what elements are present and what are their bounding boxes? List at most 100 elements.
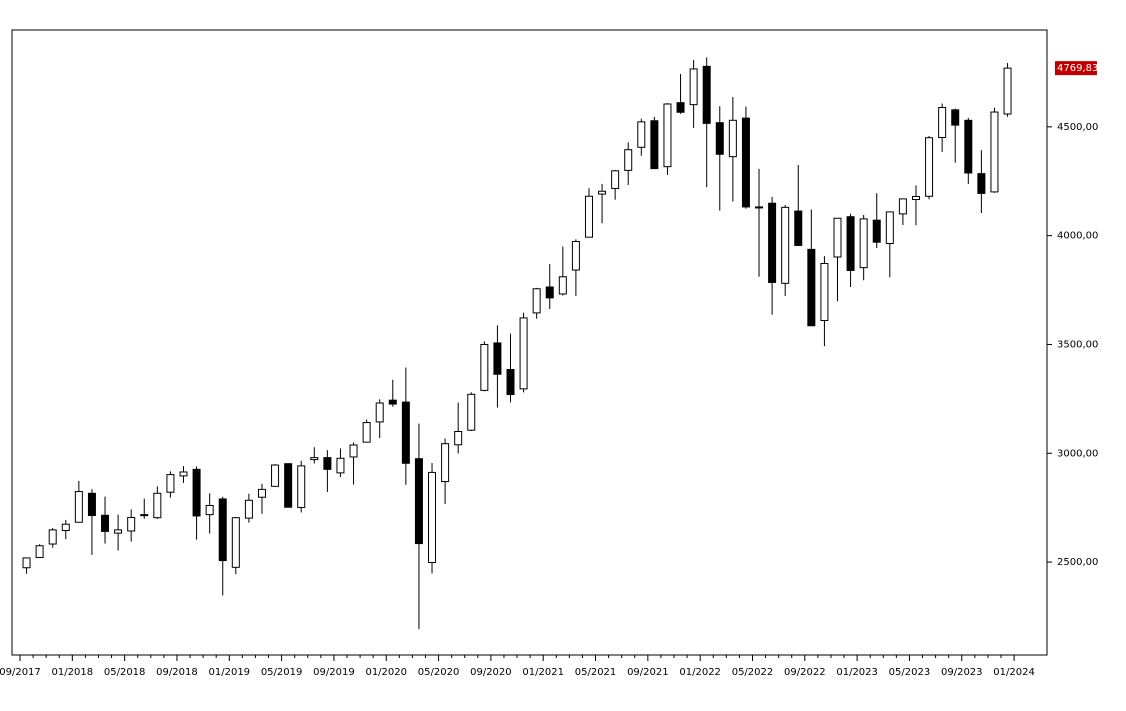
- candle-body: [493, 342, 502, 375]
- candle-body: [205, 504, 214, 516]
- candle-body: [650, 120, 659, 170]
- x-tick-label: 09/2020: [470, 667, 512, 678]
- x-tick-label: 09/2021: [627, 667, 669, 678]
- candle-body: [87, 492, 96, 517]
- candle-body: [598, 190, 607, 195]
- y-tick-label: 3000,00: [1057, 448, 1098, 459]
- candle-body: [22, 557, 31, 569]
- candle-body: [702, 65, 711, 124]
- candle-body: [663, 103, 672, 168]
- candle-body: [140, 514, 149, 517]
- x-tick-label: 01/2020: [365, 667, 407, 678]
- candle-body: [951, 109, 960, 126]
- candle-body: [428, 471, 437, 564]
- candle-body: [859, 218, 868, 269]
- candle-body: [571, 241, 580, 271]
- x-tick-label: 05/2020: [418, 667, 460, 678]
- candle-body: [545, 286, 554, 299]
- candle-body: [454, 431, 463, 446]
- candle-body: [611, 170, 620, 189]
- candle-body: [297, 465, 306, 508]
- candle-body: [153, 492, 162, 519]
- candle-body: [506, 368, 515, 396]
- candle-body: [676, 102, 685, 113]
- x-tick-label: 01/2021: [522, 667, 564, 678]
- candle-body: [794, 210, 803, 246]
- candle-body: [114, 529, 123, 534]
- candle-body: [911, 195, 920, 201]
- candle-body: [310, 457, 319, 461]
- candle-body: [441, 443, 450, 483]
- candle-body: [689, 68, 698, 106]
- candle-body: [715, 122, 724, 155]
- candle-body: [101, 514, 110, 532]
- x-tick-label: 05/2019: [261, 667, 303, 678]
- candle-body: [741, 117, 750, 208]
- candle-body: [192, 468, 201, 517]
- x-tick-label: 01/2024: [993, 667, 1035, 678]
- candle-body: [414, 458, 423, 545]
- candle-body: [127, 516, 136, 532]
- candle-body: [532, 288, 541, 314]
- candle-body: [990, 111, 999, 193]
- x-tick-label: 01/2022: [679, 667, 721, 678]
- x-tick-label: 09/2019: [313, 667, 355, 678]
- x-tick-label: 05/2021: [575, 667, 617, 678]
- candle-body: [323, 457, 332, 470]
- candle-body: [401, 401, 410, 464]
- candle-body: [624, 149, 633, 171]
- x-tick-label: 09/2018: [156, 667, 198, 678]
- candle-body: [244, 499, 253, 519]
- candle-body: [271, 464, 280, 487]
- candle-body: [48, 529, 57, 545]
- candle-body: [467, 393, 476, 431]
- candle-body: [336, 457, 345, 474]
- last-value-box: [1055, 61, 1097, 76]
- plot-frame: [11, 29, 1048, 656]
- candle-body: [362, 422, 371, 443]
- candle-body: [519, 317, 528, 390]
- candle-body: [284, 463, 293, 508]
- candle-body: [166, 474, 175, 493]
- candle-body: [885, 211, 894, 244]
- candle-body: [977, 173, 986, 194]
- y-tick-label: 3500,00: [1057, 339, 1098, 350]
- candle-body: [231, 517, 240, 568]
- candle-body: [1003, 67, 1012, 115]
- candle-body: [833, 217, 842, 258]
- candle-body: [820, 263, 829, 322]
- y-tick-label: 4500,00: [1057, 122, 1098, 133]
- candle-body: [218, 498, 227, 562]
- y-tick-label: 2500,00: [1057, 557, 1098, 568]
- candle-body: [375, 402, 384, 423]
- candle-body: [61, 523, 70, 532]
- candle-body: [964, 119, 973, 174]
- candle-body: [781, 206, 790, 284]
- x-tick-label: 01/2023: [836, 667, 878, 678]
- x-tick-label: 09/2017: [0, 667, 41, 678]
- candle-body: [846, 216, 855, 271]
- candle-body: [257, 488, 266, 498]
- candle-body: [584, 195, 593, 238]
- x-tick-label: 01/2019: [209, 667, 251, 678]
- candle-body: [755, 206, 764, 209]
- x-tick-label: 09/2022: [784, 667, 826, 678]
- candle-body: [898, 198, 907, 215]
- last-value-label: 4769,83: [1057, 63, 1098, 74]
- x-tick-label: 05/2022: [732, 667, 774, 678]
- candle-body: [558, 276, 567, 295]
- x-tick-label: 01/2018: [52, 667, 94, 678]
- candle-body: [388, 399, 397, 405]
- candle-body: [179, 471, 188, 477]
- candle-body: [807, 248, 816, 327]
- candle-body: [925, 137, 934, 197]
- candle-body: [768, 202, 777, 283]
- candle-body: [74, 491, 83, 523]
- candle-body: [728, 119, 737, 158]
- candle-body: [637, 121, 646, 148]
- candle-body: [35, 545, 44, 559]
- y-tick-label: 4000,00: [1057, 231, 1098, 242]
- candle-body: [349, 444, 358, 458]
- x-tick-label: 05/2018: [104, 667, 146, 678]
